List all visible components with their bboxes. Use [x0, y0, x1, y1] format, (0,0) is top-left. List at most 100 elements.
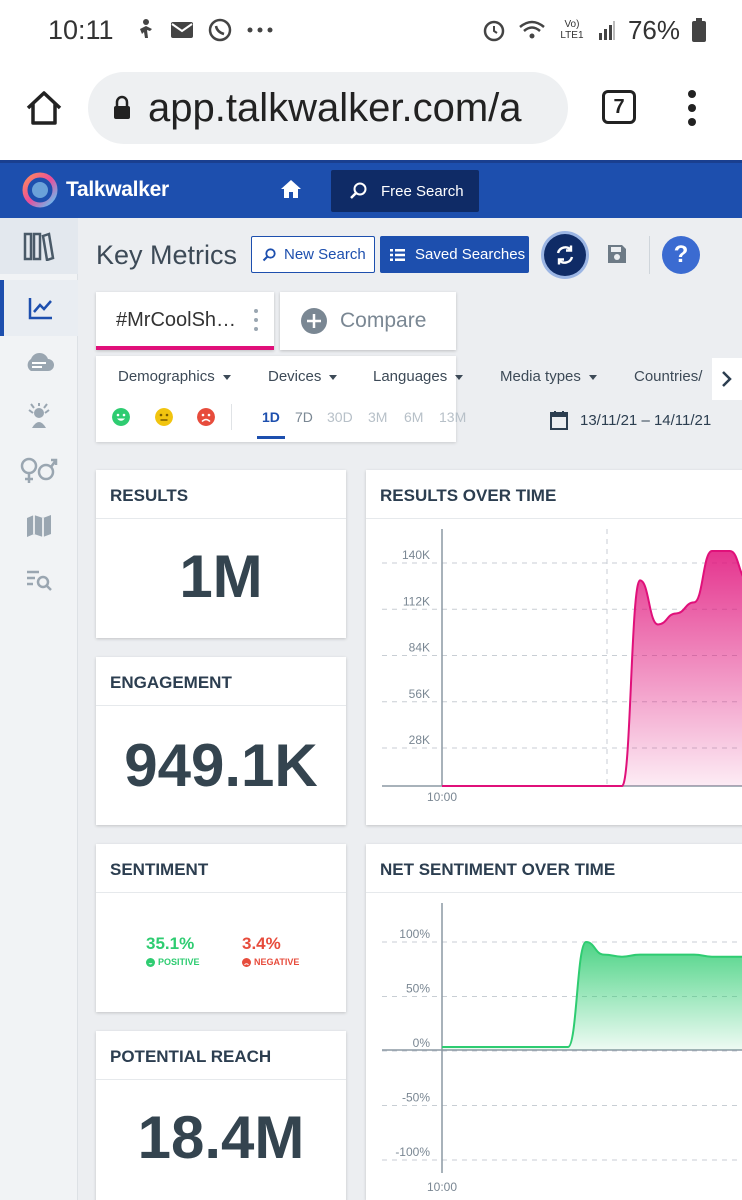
card-divider	[96, 1079, 346, 1080]
results-card: RESULTS 1M	[96, 470, 346, 638]
chevron-down-icon	[329, 374, 338, 380]
y-tick-label: 28K	[409, 733, 430, 747]
date-range-picker[interactable]: 13/11/21 – 14/11/21	[550, 410, 711, 430]
filter-demographics[interactable]: Demographics	[118, 368, 231, 385]
filter-scroll-right[interactable]	[712, 358, 742, 400]
chevron-down-icon	[588, 374, 597, 380]
chevron-down-icon	[222, 374, 231, 380]
free-search-button[interactable]: Free Search	[331, 170, 479, 212]
save-icon[interactable]	[606, 243, 628, 270]
y-tick-label: 84K	[409, 641, 430, 655]
sidebar-item-library[interactable]	[0, 218, 78, 274]
sidebar-item-map[interactable]	[0, 498, 78, 554]
map-icon	[27, 515, 51, 537]
net-sentiment-chart[interactable]: 100% 50% 0% -50% -100% 10:00	[366, 893, 742, 1200]
neutral-face-icon[interactable]	[155, 408, 173, 426]
whatsapp-icon	[208, 18, 232, 42]
y-tick-label: 0%	[413, 1036, 431, 1050]
new-search-label: New Search	[284, 246, 366, 263]
notification-icons	[136, 18, 274, 42]
reach-value: 18.4M	[137, 1104, 305, 1171]
filter-languages[interactable]: Languages	[373, 368, 464, 385]
status-time: 10:11	[48, 14, 114, 45]
sentiment-card: SENTIMENT 35.1% POSITIVE 3.4% NEGATIVE	[96, 844, 346, 1012]
sidebar-item-themes[interactable]	[0, 334, 78, 390]
filter-panel	[96, 356, 456, 442]
y-tick-label: 112K	[403, 594, 430, 608]
card-divider	[366, 892, 742, 893]
talkwalker-logo[interactable]: Talkwalker	[22, 172, 169, 208]
sidebar	[0, 218, 78, 1200]
sidebar-item-influencers[interactable]	[0, 388, 78, 444]
engagement-card: ENGAGEMENT 949.1K	[96, 657, 346, 825]
chevron-down-icon	[455, 374, 464, 380]
wifi-icon	[518, 19, 546, 41]
y-tick-label: 140K	[402, 548, 430, 562]
main-content: Key Metrics New Search Saved Searches ? …	[78, 218, 742, 1200]
range-6m[interactable]: 6M	[404, 409, 424, 425]
range-30d[interactable]: 30D	[327, 409, 353, 425]
search-icon	[262, 247, 276, 261]
app-home-icon[interactable]	[280, 179, 302, 204]
results-value: 1M	[179, 543, 263, 610]
y-tick-label: 100%	[399, 927, 430, 941]
new-search-button[interactable]: New Search	[251, 236, 375, 273]
calendar-icon	[550, 411, 568, 430]
positive-face-icon[interactable]	[112, 408, 130, 426]
sentiment-title: SENTIMENT	[110, 860, 209, 879]
toolbar-divider	[649, 236, 650, 274]
range-3m[interactable]: 3M	[368, 409, 388, 425]
series-line	[441, 550, 742, 787]
negative-face-icon[interactable]	[197, 408, 215, 426]
active-tab-indicator	[96, 346, 274, 350]
filter-countries[interactable]: Countries/	[634, 368, 712, 385]
url-text: app.talkwalker.com/a	[148, 85, 522, 130]
browser-toolbar: app.talkwalker.com/a 7	[0, 70, 742, 146]
url-bar[interactable]: app.talkwalker.com/a	[88, 72, 568, 144]
positive-face-icon	[146, 957, 155, 967]
sidebar-item-key-metrics[interactable]	[0, 280, 78, 336]
range-1d[interactable]: 1D	[262, 409, 280, 425]
sidebar-item-results-list[interactable]	[0, 552, 78, 608]
compare-button[interactable]: Compare	[280, 292, 456, 350]
saved-searches-label: Saved Searches	[415, 246, 526, 263]
range-active-indicator	[257, 436, 285, 439]
range-7d[interactable]: 7D	[295, 409, 313, 425]
lock-icon	[112, 95, 132, 121]
tab-switcher-button[interactable]: 7	[602, 90, 636, 124]
card-divider	[96, 705, 346, 706]
filter-languages-label: Languages	[373, 368, 448, 385]
saved-searches-button[interactable]: Saved Searches	[380, 236, 529, 273]
compare-label: Compare	[340, 309, 427, 332]
query-tab[interactable]: #MrCoolSh…	[96, 292, 274, 350]
range-13m[interactable]: 13M	[439, 409, 467, 425]
card-divider	[366, 518, 742, 519]
query-options-icon[interactable]	[254, 308, 258, 332]
date-range-label: 13/11/21 – 14/11/21	[580, 411, 712, 429]
x-tick-label: 10:00	[427, 790, 457, 804]
app-header: Talkwalker Free Search	[0, 160, 742, 218]
net-sentiment-title: NET SENTIMENT OVER TIME	[380, 860, 616, 879]
filter-demographics-label: Demographics	[118, 368, 215, 385]
positive-label-group: POSITIVE	[146, 957, 200, 967]
brand-name: Talkwalker	[66, 178, 169, 201]
refresh-button[interactable]	[544, 234, 586, 276]
x-tick-label: 10:00	[427, 1180, 457, 1194]
browser-home-icon[interactable]	[22, 86, 66, 130]
sidebar-item-demographics[interactable]	[0, 442, 78, 498]
filter-devices[interactable]: Devices	[268, 368, 338, 385]
potential-reach-card: POTENTIAL REACH 18.4M	[96, 1031, 346, 1200]
results-over-time-chart[interactable]: 140K 112K 84K 56K 28K 10:00	[366, 519, 742, 825]
results-over-time-card: RESULTS OVER TIME 140K 112K 84K 56K 28K 10:00	[366, 470, 742, 825]
filter-media-types[interactable]: Media types	[500, 368, 597, 385]
reach-title: POTENTIAL REACH	[110, 1047, 272, 1066]
y-tick-label: -50%	[402, 1091, 430, 1105]
search-icon	[349, 182, 367, 200]
trend-chart-icon	[28, 298, 52, 320]
mail-icon	[170, 21, 194, 39]
browser-menu-icon[interactable]	[686, 88, 698, 128]
query-tab-label: #MrCoolSh…	[116, 309, 237, 331]
page-title: Key Metrics	[96, 240, 238, 270]
net-sentiment-card: NET SENTIMENT OVER TIME 100% 50% 0% -50% -10…	[366, 844, 742, 1200]
help-button[interactable]: ?	[662, 236, 700, 274]
